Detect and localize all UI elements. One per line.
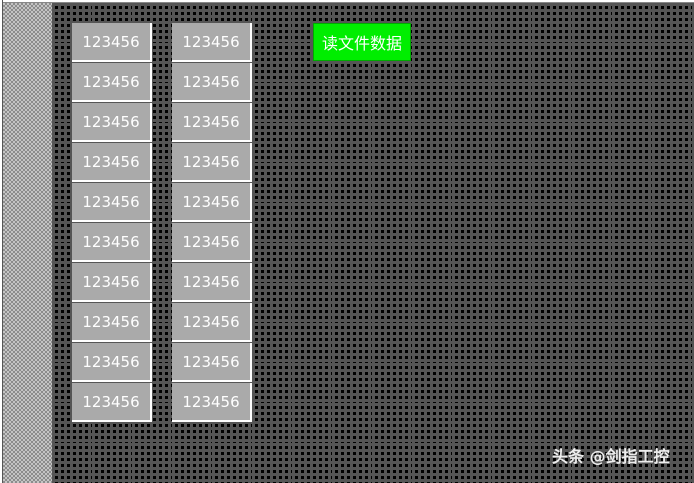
- watermark: 头条 @剑指工控: [552, 447, 670, 466]
- value-field[interactable]: 123456: [172, 343, 252, 382]
- design-canvas: 123456 123456 123456 123456 123456 123456 1234…: [52, 3, 694, 483]
- value-field[interactable]: 123456: [72, 23, 152, 62]
- value-field[interactable]: 123456: [172, 103, 252, 142]
- value-field[interactable]: 123456: [172, 143, 252, 182]
- value-field[interactable]: 123456: [72, 343, 152, 382]
- value-field[interactable]: 123456: [172, 383, 252, 422]
- value-field[interactable]: 123456: [72, 103, 152, 142]
- value-field[interactable]: 123456: [72, 183, 152, 222]
- value-field[interactable]: 123456: [172, 23, 252, 62]
- value-field[interactable]: 123456: [172, 223, 252, 262]
- read-file-data-button[interactable]: 读文件数据: [313, 23, 411, 61]
- value-field[interactable]: 123456: [72, 143, 152, 182]
- value-field[interactable]: 123456: [72, 303, 152, 342]
- value-field[interactable]: 123456: [172, 303, 252, 342]
- grid: [52, 3, 694, 483]
- value-field[interactable]: 123456: [72, 63, 152, 102]
- left-ruler: [0, 0, 3, 483]
- value-field[interactable]: 123456: [172, 63, 252, 102]
- value-field[interactable]: 123456: [72, 383, 152, 422]
- value-field[interactable]: 123456: [172, 183, 252, 222]
- value-field[interactable]: 123456: [72, 223, 152, 262]
- value-field[interactable]: 123456: [172, 263, 252, 302]
- side-panel: [3, 3, 52, 483]
- value-field[interactable]: 123456: [72, 263, 152, 302]
- top-ruler: [0, 0, 694, 3]
